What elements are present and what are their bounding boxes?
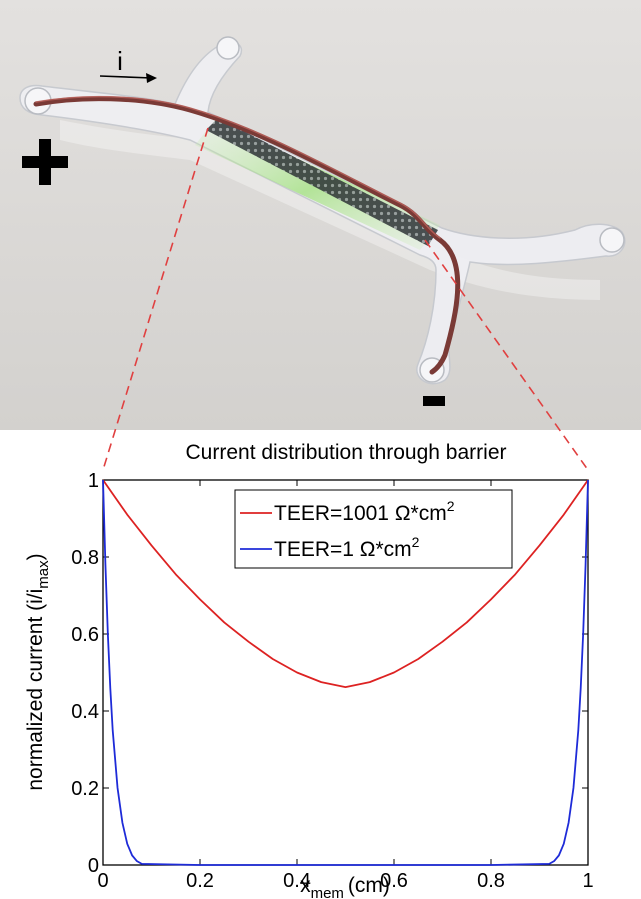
x-axis-label: xmem (cm) <box>300 874 390 899</box>
y-tick-label: 1 <box>88 470 99 492</box>
y-tick-label: 0.4 <box>71 701 99 723</box>
electrode-wire <box>33 96 461 375</box>
reservoir-right <box>599 227 625 253</box>
y-axis-label: normalized current (i/imax) <box>24 553 52 790</box>
electrode-wire-highlight <box>35 95 441 239</box>
x-tick-label: 1 <box>582 870 593 892</box>
device-illustration: i <box>0 0 641 430</box>
x-axis: 0 0.2 0.4 0.6 0.8 1 <box>97 480 594 892</box>
current-arrow <box>99 75 153 79</box>
legend-box <box>234 489 513 569</box>
x-tick-label: 0.4 <box>283 870 311 892</box>
render-background <box>0 0 641 430</box>
series-line-0 <box>102 479 589 689</box>
x-tick-label: 0.6 <box>380 870 408 892</box>
legend-label-teer-1001: TEER=1001 Ω*cm2 <box>274 498 455 525</box>
guide-line-left <box>102 127 209 471</box>
y-axis: 0 0.2 0.4 0.6 0.8 1 <box>71 470 588 877</box>
x-tick-label: 0.8 <box>477 870 505 892</box>
current-arrow-head <box>146 73 157 83</box>
y-tick-label: 0.6 <box>71 624 99 646</box>
chart-title: Current distribution through barrier <box>186 441 507 464</box>
current-label: i <box>117 46 123 76</box>
chip-body <box>19 40 626 385</box>
y-tick-label: 0.8 <box>71 547 99 569</box>
legend-label-teer-1: TEER=1 Ω*cm2 <box>274 534 420 561</box>
series-line-1 <box>102 479 589 866</box>
minus-symbol <box>423 396 445 406</box>
x-tick-label: 0.2 <box>186 870 214 892</box>
legend: TEER=1001 Ω*cm2 TEER=1 Ω*cm2 <box>234 489 513 569</box>
y-tick-label: 0 <box>88 855 99 877</box>
x-tick-label: 0 <box>97 870 108 892</box>
reservoir-top <box>216 36 240 60</box>
plus-symbol-vertical <box>39 139 51 185</box>
y-tick-label: 0.2 <box>71 778 99 800</box>
membrane-barrier <box>206 118 438 246</box>
series-layer <box>102 479 589 866</box>
guide-line-right <box>424 239 589 471</box>
